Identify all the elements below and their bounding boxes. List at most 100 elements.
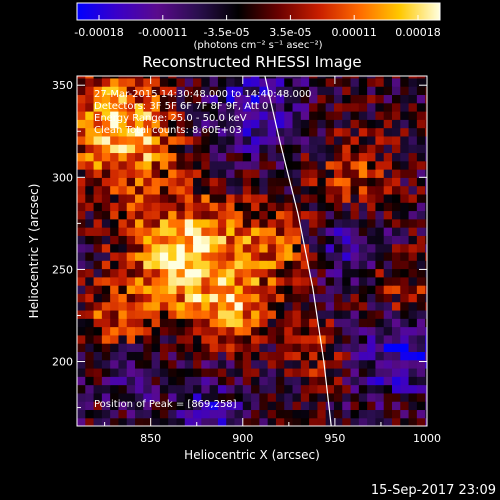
heatmap-cell: [217, 351, 227, 361]
heatmap-cell: [416, 392, 426, 402]
heatmap-cell: [168, 169, 178, 178]
heatmap-cell: [325, 268, 335, 278]
heatmap-cell: [77, 326, 86, 336]
heatmap-cell: [284, 193, 294, 203]
heatmap-cell: [193, 144, 202, 154]
heatmap-cell: [284, 86, 294, 96]
heatmap-cell: [333, 76, 343, 79]
heatmap-cell: [267, 218, 277, 228]
heatmap-cell: [284, 334, 294, 344]
heatmap-cell: [201, 177, 211, 187]
heatmap-cell: [209, 210, 219, 220]
heatmap-cell: [184, 367, 194, 377]
heatmap-cell: [176, 251, 186, 261]
heatmap-cell: [325, 202, 335, 212]
heatmap-cell: [201, 417, 211, 426]
heatmap-cell: [101, 135, 111, 145]
heatmap-cell: [251, 268, 260, 278]
heatmap-cell: [85, 227, 95, 236]
heatmap-cell: [242, 77, 252, 87]
heatmap-cell: [350, 401, 360, 411]
heatmap-cell: [275, 127, 285, 137]
heatmap-cell: [118, 293, 128, 303]
heatmap-cell: [77, 76, 86, 79]
heatmap-cell: [242, 318, 252, 328]
heatmap-cell: [317, 326, 327, 336]
heatmap-cell: [176, 135, 186, 145]
heatmap-cell: [135, 77, 144, 87]
heatmap-cell: [209, 301, 219, 311]
heatmap-cell: [126, 135, 136, 145]
heatmap-cell: [217, 384, 227, 394]
heatmap-cell: [77, 169, 86, 178]
heatmap-cell: [416, 218, 426, 228]
heatmap-cell: [392, 227, 401, 236]
heatmap-cell: [408, 260, 418, 270]
heatmap-cell: [209, 193, 219, 203]
heatmap-cell: [375, 417, 385, 426]
heatmap-cell: [425, 227, 427, 236]
heatmap-cell: [309, 135, 318, 145]
heatmap-cell: [184, 351, 194, 361]
heatmap-cell: [300, 227, 310, 236]
heatmap-cell: [309, 367, 318, 377]
heatmap-cell: [383, 301, 393, 311]
heatmap-cell: [408, 309, 418, 319]
heatmap-cell: [226, 135, 236, 145]
heatmap-cell: [217, 318, 227, 328]
heatmap-cell: [110, 202, 120, 212]
heatmap-cell: [234, 102, 244, 112]
heatmap-cell: [85, 135, 95, 145]
heatmap-cell: [275, 160, 285, 170]
heatmap-cell: [284, 177, 294, 187]
heatmap-cell: [408, 135, 418, 145]
heatmap-cell: [358, 251, 368, 261]
heatmap-cell: [333, 160, 343, 170]
heatmap-cell: [342, 343, 352, 352]
heatmap-cell: [168, 119, 178, 129]
y-tick-label: 250: [52, 263, 73, 276]
heatmap-cell: [416, 127, 426, 137]
heatmap-cell: [350, 343, 360, 352]
heatmap-cell: [234, 119, 244, 129]
heatmap-cell: [77, 260, 86, 270]
heatmap-cell: [85, 119, 95, 129]
heatmap-cell: [367, 351, 377, 361]
heatmap-cell: [416, 235, 426, 245]
heatmap-cell: [275, 359, 285, 369]
heatmap-cell: [101, 76, 111, 79]
heatmap-cell: [284, 185, 294, 195]
heatmap-cell: [309, 185, 318, 195]
heatmap-cell: [85, 144, 95, 154]
heatmap-cell: [383, 227, 393, 236]
heatmap-cell: [392, 276, 401, 286]
heatmap-cell: [350, 260, 360, 270]
heatmap-cell: [267, 177, 277, 187]
heatmap-cell: [176, 351, 186, 361]
heatmap-cell: [217, 77, 227, 87]
heatmap-cell: [425, 127, 427, 137]
heatmap-cell: [300, 77, 310, 87]
heatmap-cell: [209, 268, 219, 278]
heatmap-cell: [135, 367, 144, 377]
heatmap-cell: [201, 367, 211, 377]
heatmap-cell: [342, 227, 352, 236]
heatmap-cell: [259, 401, 269, 411]
heatmap-cell: [159, 268, 169, 278]
heatmap-cell: [333, 351, 343, 361]
heatmap-cell: [300, 326, 310, 336]
heatmap-cell: [400, 285, 410, 294]
heatmap-cell: [392, 119, 401, 129]
heatmap-cell: [300, 359, 310, 369]
heatmap-cell: [118, 169, 128, 178]
heatmap-cell: [110, 293, 120, 303]
heatmap-cell: [333, 401, 343, 411]
heatmap-cell: [367, 160, 377, 170]
y-tick-label: 300: [52, 171, 73, 184]
heatmap-cell: [151, 367, 161, 377]
heatmap-cell: [416, 401, 426, 411]
heatmap-cell: [159, 251, 169, 261]
heatmap-cell: [201, 326, 211, 336]
heatmap-cell: [358, 260, 368, 270]
heatmap-cell: [135, 127, 144, 137]
